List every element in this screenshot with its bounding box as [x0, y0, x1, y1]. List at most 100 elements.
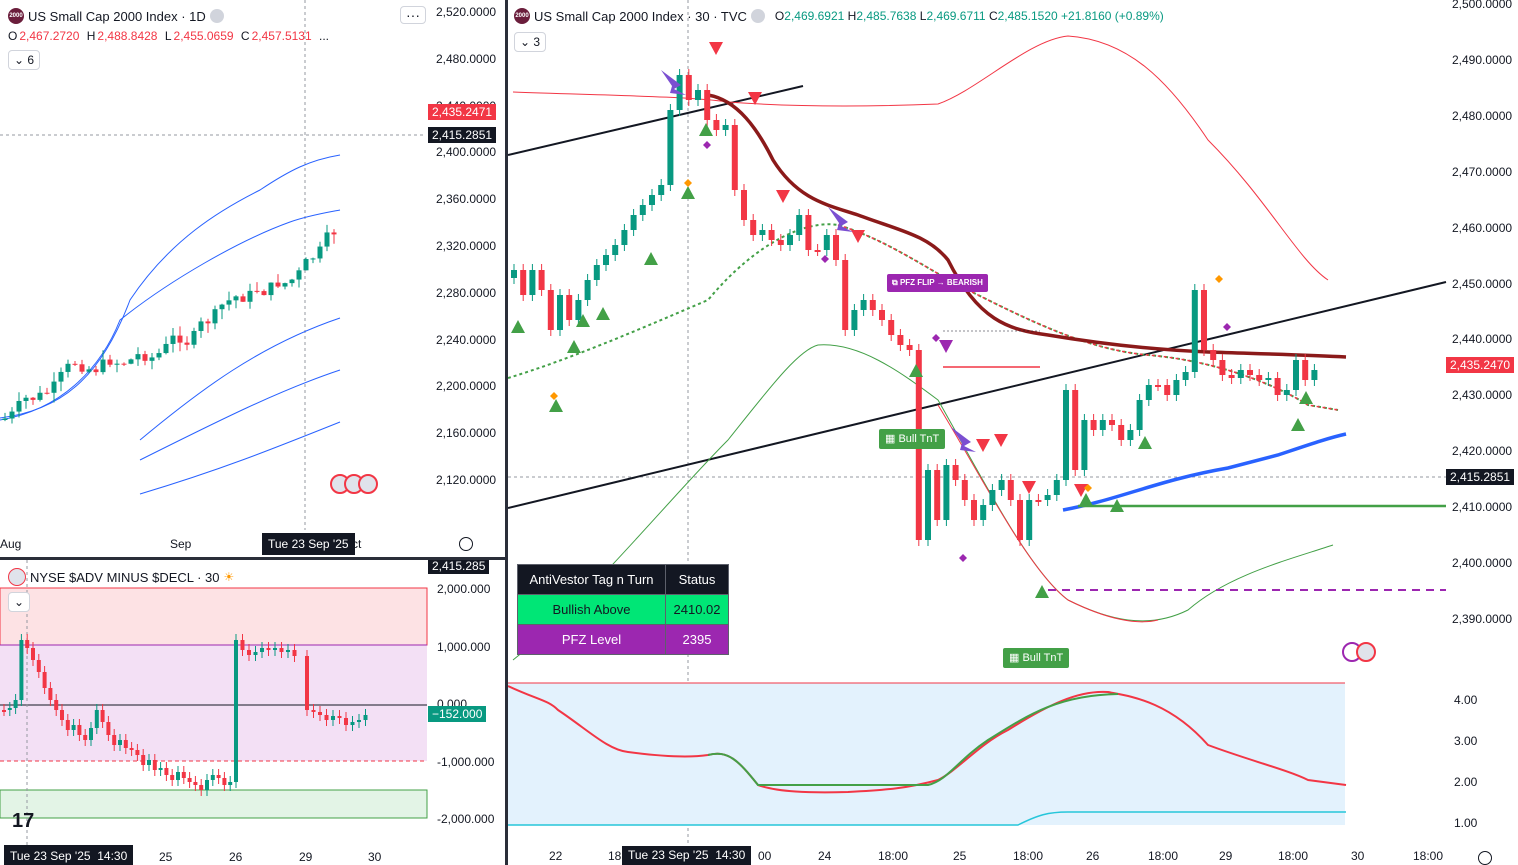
candle [814, 250, 821, 252]
pfz-flip-text: PFZ FLIP → BEARISH [899, 278, 983, 287]
ohlc-change: +21.8160 (+0.89%) [1061, 9, 1164, 23]
candle [177, 335, 183, 343]
ohlc-c-value: 2,485.1520 [997, 9, 1058, 23]
tradingview-logo[interactable]: 17 [12, 810, 35, 832]
breadth-candle [216, 775, 221, 778]
bull-triangle-marker [1291, 418, 1305, 431]
candle [121, 363, 127, 365]
daily-price-tick: 2,160.0000 [436, 426, 497, 441]
main-price-tick: 2,490.0000 [1452, 52, 1513, 67]
candle [1053, 480, 1060, 495]
eye-icon[interactable] [750, 9, 765, 23]
symbol-title[interactable]: US Small Cap 2000 Index · 1D [28, 8, 206, 24]
breadth-candle [222, 778, 227, 785]
candle [114, 363, 120, 365]
candle [658, 185, 665, 195]
breadth-candle [253, 652, 258, 655]
breadth-candle [129, 748, 134, 750]
candle [750, 220, 757, 235]
event-icons[interactable] [1342, 642, 1376, 665]
candle [833, 235, 839, 260]
breadth-title[interactable]: NYSE $ADV MINUS $DECL · 30 [30, 569, 220, 585]
breadth-value-tick: -2,000.000 [437, 812, 495, 826]
crosshair-time: 14:30 [715, 848, 746, 862]
daily-chart-pane[interactable]: 2000 US Small Cap 2000 Index · 1D O 2,467… [0, 0, 505, 557]
daily-price-tick: 2,520.0000 [436, 5, 497, 19]
eye-icon[interactable] [209, 9, 224, 23]
candle [1293, 360, 1299, 390]
candle [888, 320, 895, 335]
time-tick: 25 [953, 849, 967, 863]
candle [149, 357, 155, 361]
candle [247, 290, 253, 302]
oscillator-tick: 2.00 [1454, 775, 1478, 789]
candle [51, 381, 57, 393]
candle [37, 392, 43, 400]
settings-gear-icon[interactable] [1478, 851, 1492, 865]
bull-tnt-label-1[interactable]: ▦ Bull TnT [879, 429, 946, 449]
more-menu-button[interactable]: ··· [400, 6, 426, 24]
candle [1063, 390, 1069, 480]
flag-icons[interactable] [330, 474, 378, 497]
more-icon: ··· [406, 7, 420, 23]
candle [107, 359, 113, 365]
bull-tnt-label-2[interactable]: ▦ Bull TnT [1003, 648, 1070, 668]
main-symbol-title[interactable]: US Small Cap 2000 Index · 30 · TVC [534, 8, 747, 24]
candle [879, 310, 885, 320]
breadth-candle [77, 725, 82, 735]
ema-dotted [508, 223, 1339, 411]
main-last-price-tag: 2,435.2470 [1446, 357, 1515, 373]
table-cell-value: 2395 [665, 624, 729, 655]
indicator-count-toggle[interactable]: ⌄ 6 [8, 50, 41, 70]
x-label-oct: ct [352, 537, 362, 551]
intraday-chart-canvas[interactable] [508, 0, 1518, 865]
bear-triangle-marker [976, 439, 990, 452]
candle [254, 290, 260, 292]
breadth-chart-pane[interactable]: NYSE $ADV MINUS $DECL · 30 ☀ ⌄ 2,000.000… [0, 560, 505, 865]
ohlc-more[interactable]: ... [319, 29, 330, 43]
candle [296, 270, 302, 280]
candle [86, 369, 92, 372]
bollinger-lower-red [937, 404, 1159, 623]
main-legend: 2000 US Small Cap 2000 Index · 30 · TVC … [514, 8, 1164, 24]
candle [219, 304, 225, 310]
intraday-chart-pane[interactable]: 2000 US Small Cap 2000 Index · 30 · TVC … [508, 0, 1518, 865]
pfz-flip-label[interactable]: ⧉ PFZ FLIP → BEARISH [887, 274, 988, 292]
breadth-candle [363, 715, 368, 720]
candle [65, 363, 71, 372]
breadth-collapse-toggle[interactable]: ⌄ [8, 592, 31, 612]
candle [768, 230, 775, 240]
candle [529, 270, 536, 295]
main-price-tick: 2,440.0000 [1452, 332, 1513, 347]
daily-price-tick: 2,240.0000 [436, 332, 497, 347]
pane-separator-horizontal[interactable] [0, 557, 507, 560]
x-label-25: 25 [159, 850, 173, 864]
candle [584, 280, 591, 300]
breadth-candle [2, 710, 6, 712]
symbol-logo[interactable]: 2000 [514, 8, 530, 24]
breadth-candle [13, 700, 18, 708]
candle [1099, 420, 1106, 430]
pane-separator-vertical[interactable] [505, 0, 508, 865]
candle [72, 363, 78, 365]
candle [823, 235, 830, 250]
breadth-candle [305, 656, 309, 710]
breadth-candle [25, 640, 30, 648]
symbol-logo[interactable]: 2000 [8, 8, 24, 24]
breadth-chart-canvas[interactable] [0, 560, 505, 865]
candle [722, 125, 729, 130]
bull-triangle-marker [644, 252, 658, 265]
main-indicator-toggle[interactable]: ⌄ 3 [514, 32, 547, 52]
candle [1090, 420, 1097, 430]
settings-gear-icon[interactable] [459, 537, 473, 551]
daily-chart-canvas[interactable] [0, 0, 505, 557]
breadth-candle [311, 710, 316, 712]
candle [998, 480, 1005, 490]
candle [547, 290, 554, 330]
ohlc-o-label: O [8, 29, 18, 43]
candle [205, 321, 211, 324]
bear-triangle-marker [939, 340, 953, 353]
ohlc-c-label: C [240, 29, 250, 43]
candle [226, 300, 232, 305]
breadth-candle [123, 740, 128, 748]
